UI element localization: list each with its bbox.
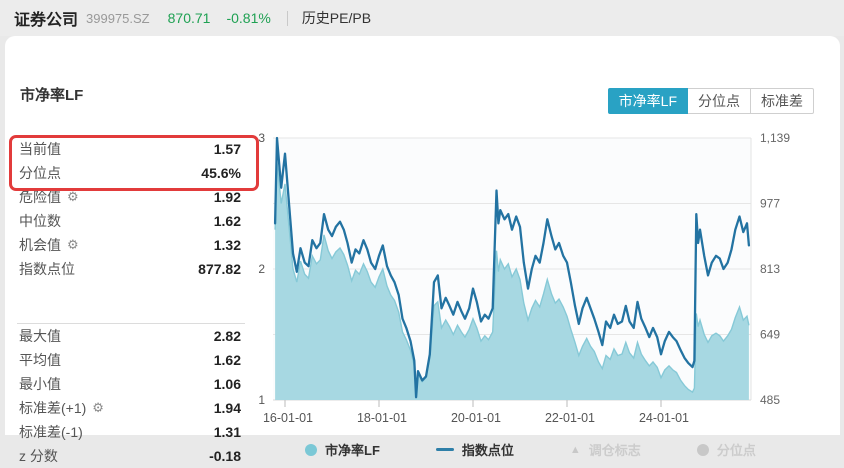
stat-row: 标准差(-1) 1.31	[19, 420, 241, 444]
tab-0[interactable]: 市净率LF	[607, 88, 688, 114]
triangle-marker-icon: ▲	[569, 443, 581, 456]
stat-label: 最大值	[19, 328, 61, 344]
right-axis-tick-label: 813	[760, 262, 780, 276]
stat-row: 最小值 1.06	[19, 372, 241, 396]
legend-label: 指数点位	[461, 443, 514, 458]
gear-icon[interactable]: ⚙	[67, 189, 79, 204]
pb-area-edge	[274, 161, 750, 394]
stat-label: 中位数	[19, 213, 61, 229]
tab-1[interactable]: 分位点	[687, 88, 751, 114]
stat-label: z 分数	[19, 448, 58, 464]
stat-row: 指数点位 877.82	[19, 257, 241, 281]
top-bar: 证券公司 399975.SZ 870.71 -0.81% 历史PE/PB	[0, 0, 844, 36]
legend-label: 调仓标志	[588, 443, 641, 458]
stat-row: 中位数 1.62	[19, 209, 241, 233]
stat-label: 指数点位	[19, 261, 75, 277]
stat-label: 标准差(+1)	[19, 400, 87, 416]
stat-value: 45.6%	[201, 165, 241, 181]
stat-label: 当前值	[19, 141, 61, 157]
nav-history-pe-pb[interactable]: 历史PE/PB	[301, 10, 372, 26]
stat-row: 分位点 45.6%	[19, 161, 241, 185]
stat-value: 1.06	[213, 376, 241, 392]
legend-item-0[interactable]: 市净率LF	[305, 440, 380, 459]
stat-label: 机会值	[19, 237, 61, 253]
pb-area-series	[275, 161, 749, 400]
main-panel: 市净率LF 市净率LF 分位点 标准差 当前值 1.57 分位点 45.6% 危险值 ⚙ 1.9…	[5, 36, 840, 464]
index-line-series	[273, 136, 751, 399]
stat-label: 危险值	[19, 189, 61, 205]
index-price: 870.71	[167, 10, 211, 26]
stats-top-group: 当前值 1.57 分位点 45.6% 危险值 ⚙ 1.92 中位数 1.62 机会值 ⚙ 1.32 指数…	[19, 137, 241, 281]
index-code: 399975.SZ	[86, 10, 150, 26]
metric-tab-group: 市净率LF 分位点 标准差	[607, 88, 814, 114]
stat-row: 当前值 1.57	[19, 137, 241, 161]
x-axis-tick-label: 20-01-01	[451, 411, 501, 425]
stat-value: 2.82	[213, 328, 241, 344]
stat-row: 危险值 ⚙ 1.92	[19, 185, 241, 209]
tab-2[interactable]: 标准差	[750, 88, 814, 114]
right-axis-tick-label: 977	[760, 197, 780, 211]
chart-legend: 市净率LF 指数点位 ▲ 调仓标志 分位点	[305, 440, 756, 459]
stats-bottom-group: 最大值 2.82 平均值 1.62 最小值 1.06 标准差(+1) ⚙ 1.94 标准差(-1)…	[19, 324, 241, 468]
legend-item-3[interactable]: 分位点	[696, 440, 756, 459]
stat-label: 最小值	[19, 376, 61, 392]
legend-label: 市净率LF	[325, 443, 380, 458]
pb-chart[interactable]: 1,139 977 813 649 485 3 2 1 16-01-01 18-01-01 20-0…	[245, 124, 844, 442]
chart-area[interactable]: 1,139 977 813 649 485 3 2 1 16-01-01 18-01-01 20-0…	[245, 124, 844, 442]
stat-label: 平均值	[19, 352, 61, 368]
index-change: -0.81%	[226, 10, 271, 26]
panel-title: 市净率LF	[20, 87, 84, 104]
left-axis-tick-label: 2	[258, 262, 265, 276]
stat-value: 1.57	[213, 141, 241, 157]
legend-label: 分位点	[716, 443, 756, 458]
x-axis-tick-label: 24-01-01	[639, 411, 689, 425]
legend-item-2[interactable]: ▲ 调仓标志	[570, 440, 641, 459]
stat-label: 分位点	[19, 165, 61, 181]
stat-row: 机会值 ⚙ 1.32	[19, 233, 241, 257]
circle-marker-icon	[696, 443, 709, 456]
x-axis-tick-label: 16-01-01	[263, 411, 313, 425]
stat-value: 1.32	[213, 237, 241, 253]
stat-label: 标准差(-1)	[19, 424, 83, 440]
stat-row: 标准差(+1) ⚙ 1.94	[19, 396, 241, 420]
stat-value: 877.82	[198, 261, 241, 277]
circle-marker-icon	[305, 443, 317, 456]
x-axis-tick-label: 22-01-01	[545, 411, 595, 425]
index-name: 证券公司	[14, 12, 79, 29]
right-axis-tick-label: 485	[760, 393, 780, 407]
right-axis-tick-label: 649	[760, 328, 780, 342]
stat-row: 最大值 2.82	[19, 324, 241, 348]
stat-row: 平均值 1.62	[19, 348, 241, 372]
right-axis-tick-label: 1,139	[760, 131, 790, 145]
stat-value: -0.18	[209, 448, 241, 464]
stat-value: 1.62	[213, 352, 241, 368]
left-axis-tick-label: 3	[258, 131, 265, 145]
legend-item-1[interactable]: 指数点位	[435, 440, 514, 459]
gear-icon[interactable]: ⚙	[92, 400, 104, 415]
stat-value: 1.62	[213, 213, 241, 229]
stat-row: z 分数 -0.18	[19, 444, 241, 468]
stat-value: 1.31	[213, 424, 241, 440]
topbar-divider	[286, 10, 288, 26]
left-axis-tick-label: 1	[258, 393, 265, 407]
line-marker-icon	[435, 448, 454, 451]
x-axis-tick-label: 18-01-01	[357, 411, 407, 425]
stat-value: 1.94	[213, 400, 241, 416]
stat-value: 1.92	[213, 189, 241, 205]
stats-divider	[17, 323, 245, 324]
gear-icon[interactable]: ⚙	[67, 237, 79, 252]
